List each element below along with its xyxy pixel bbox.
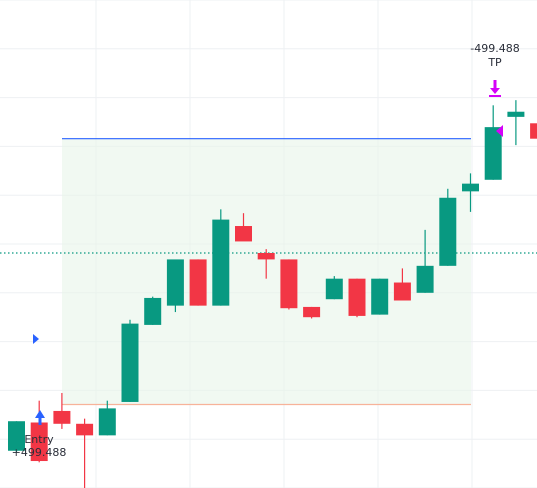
candle-body xyxy=(144,297,162,325)
entry-marker: Entry +499.488 xyxy=(12,334,67,459)
tp-arrow-down-icon xyxy=(489,80,501,97)
candle-body xyxy=(507,111,525,117)
tp-value: -499.488 xyxy=(470,42,519,55)
candle-body xyxy=(235,226,252,242)
candle-body xyxy=(462,183,479,192)
candle-body xyxy=(348,278,366,316)
candle-body xyxy=(189,259,207,306)
candle-body xyxy=(30,422,48,462)
candle-body xyxy=(280,259,298,309)
tp-label: TP xyxy=(487,56,502,69)
candle-body xyxy=(416,265,434,293)
candle-body xyxy=(121,323,139,402)
candle-body xyxy=(325,278,343,300)
tp-flag-icon xyxy=(496,125,503,137)
entry-flag-icon xyxy=(33,334,39,344)
candle-body xyxy=(257,252,275,260)
candle-body xyxy=(393,282,411,301)
candle-body xyxy=(76,423,94,436)
candle-body xyxy=(8,421,25,451)
candle-body xyxy=(484,127,502,180)
candle-body xyxy=(98,408,116,436)
candle-body xyxy=(530,123,537,139)
entry-arrow-up-icon xyxy=(35,410,45,425)
candle-body xyxy=(212,219,230,306)
candle-body xyxy=(439,197,457,266)
candle-body xyxy=(53,410,71,424)
entry-value: +499.488 xyxy=(12,446,67,459)
candle-body xyxy=(166,259,184,306)
candles xyxy=(8,100,537,488)
candle-body xyxy=(303,306,321,318)
tp-marker: -499.488 TP xyxy=(470,42,520,137)
entry-label: Entry xyxy=(24,433,54,446)
candle-body xyxy=(371,278,389,315)
